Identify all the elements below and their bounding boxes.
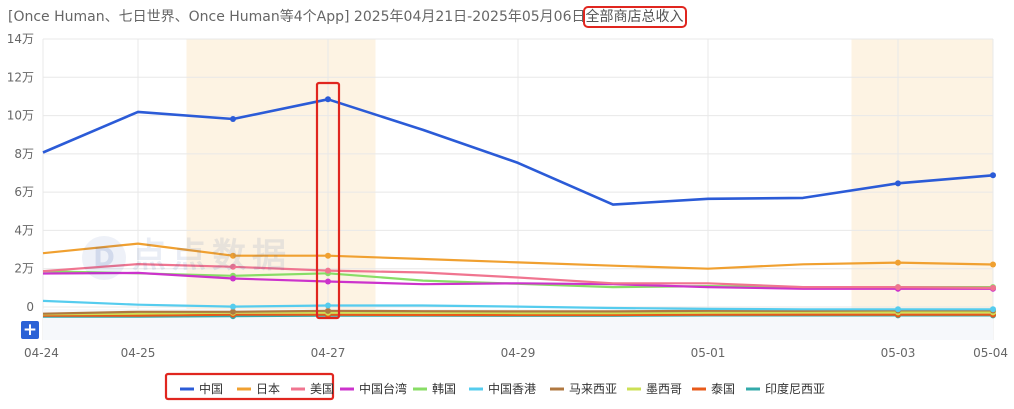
legend-label: 美国 [310, 382, 334, 396]
data-point [230, 263, 236, 270]
x-axis: 04-24 04-25 04-27 04-29 05-01 05-03 05-04 [24, 346, 1008, 360]
data-point [895, 180, 901, 187]
x-tick-label: 04-27 [311, 346, 346, 360]
y-axis: 14万 12万 10万 8万 6万 4万 2万 0 [7, 32, 34, 314]
y-tick-label: 0 [26, 300, 34, 314]
y-tick-label: 12万 [7, 70, 34, 84]
legend-label: 中国 [199, 381, 223, 396]
zoom-in-button[interactable]: + [21, 320, 39, 340]
chart-title: [Once Human、七日世界、Once Human等4个App] 2025年… [8, 6, 687, 28]
series-line-美国 [42, 263, 994, 289]
series-line-马来西亚 [42, 309, 993, 315]
legend-item-美国: 美国 [291, 382, 334, 396]
legend-label: 韩国 [432, 381, 456, 396]
data-point [325, 252, 331, 259]
y-tick-label: 14万 [7, 32, 34, 46]
series-line-日本 [42, 242, 994, 270]
watermark-logo: D [82, 235, 126, 280]
data-point [325, 267, 331, 274]
series-lines [42, 98, 994, 318]
legend-label: 墨西哥 [646, 382, 682, 396]
x-tick-label: 05-01 [691, 346, 726, 360]
data-point [325, 307, 331, 314]
data-point [895, 259, 901, 266]
series-line-墨西哥 [42, 311, 993, 316]
x-tick-label: 05-04 [973, 346, 1008, 360]
series-line-中国香港 [42, 299, 993, 311]
legend-item-韩国: 韩国 [413, 381, 456, 396]
y-tick-label: 4万 [14, 223, 34, 237]
legend-label: 马来西亚 [569, 382, 617, 396]
data-point [895, 306, 901, 313]
x-tick-label: 04-25 [121, 346, 156, 360]
data-point [230, 252, 236, 259]
highlight-column-box [315, 81, 341, 320]
series-line-中国 [42, 98, 994, 206]
data-point [990, 172, 996, 179]
data-point [230, 303, 236, 310]
data-point [230, 308, 236, 315]
legend-label: 日本 [256, 382, 280, 396]
data-point [990, 306, 996, 313]
legend-item-墨西哥: 墨西哥 [627, 382, 682, 396]
data-point [895, 284, 901, 291]
x-tick-label: 05-03 [881, 346, 916, 360]
legend-item-印度尼西亚: 印度尼西亚 [746, 381, 825, 396]
legend-label: 泰国 [711, 382, 735, 396]
y-tick-label: 6万 [14, 185, 34, 199]
legend-label: 中国香港 [488, 381, 536, 396]
data-point [230, 275, 236, 282]
series-line-中国台湾 [42, 271, 993, 290]
legend: 中国 日本 美国 中国台湾 韩国 中国香港 马来西亚 墨西哥 泰国 印度尼西亚 [180, 381, 825, 396]
legend-item-马来西亚: 马来西亚 [550, 382, 617, 396]
legend-item-中国台湾: 中国台湾 [340, 381, 407, 396]
x-tick-label: 04-24 [24, 346, 59, 360]
chart-title-prefix: [Once Human、七日世界、Once Human等4个App] 2025年… [8, 9, 586, 25]
series-points [230, 96, 996, 320]
data-point [990, 261, 996, 268]
data-point [990, 284, 996, 291]
legend-item-泰国: 泰国 [692, 382, 735, 396]
y-tick-label: 2万 [14, 262, 34, 276]
y-tick-label: 8万 [14, 147, 34, 161]
y-tick-label: 10万 [7, 109, 34, 123]
data-point [325, 278, 331, 285]
legend-label: 印度尼西亚 [765, 381, 825, 396]
data-point [325, 302, 331, 309]
watermark: D 点点数据 [82, 228, 292, 280]
weekend-band-1 [851, 39, 993, 340]
legend-highlight-box [164, 372, 335, 401]
legend-item-中国香港: 中国香港 [469, 381, 536, 396]
legend-item-日本: 日本 [237, 382, 280, 396]
watermark-text: 点点数据 [132, 236, 292, 276]
data-point [325, 96, 331, 103]
chart-title-highlight: 全部商店总收入 [582, 6, 687, 28]
data-point [230, 116, 236, 123]
x-tick-label: 04-29 [501, 346, 536, 360]
legend-label: 中国台湾 [359, 381, 407, 396]
weekend-band-0 [186, 39, 376, 340]
weekend-bands [186, 39, 993, 340]
series-line-泰国 [43, 313, 993, 317]
legend-item-中国: 中国 [180, 381, 223, 396]
